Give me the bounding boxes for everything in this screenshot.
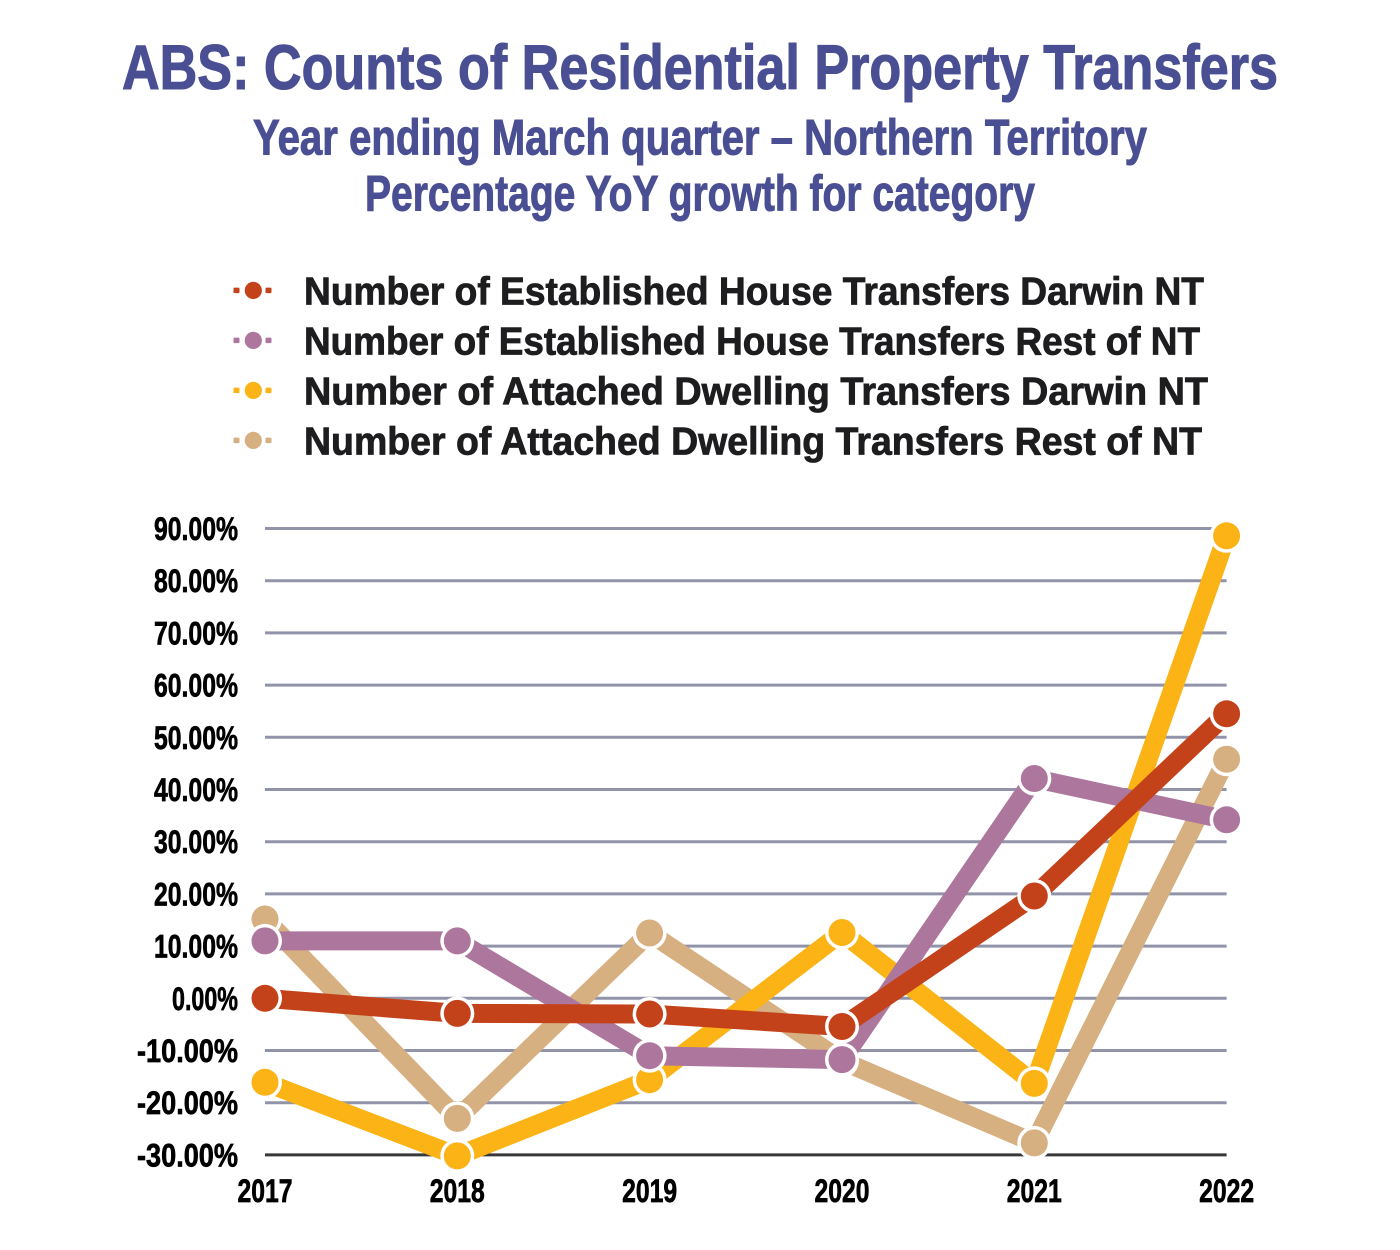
svg-text:80.00%: 80.00% (154, 563, 238, 599)
svg-text:Number of Established House Tr: Number of Established House Transfers Da… (304, 271, 1204, 314)
svg-text:2022: 2022 (1199, 1173, 1254, 1209)
svg-text:2017: 2017 (238, 1173, 293, 1209)
svg-text:-20.00%: -20.00% (137, 1085, 238, 1121)
svg-text:2021: 2021 (1007, 1173, 1062, 1209)
svg-text:10.00%: 10.00% (154, 929, 238, 965)
svg-text:Percentage YoY growth for cate: Percentage YoY growth for category (365, 166, 1035, 222)
svg-text:30.00%: 30.00% (154, 824, 238, 860)
svg-text:70.00%: 70.00% (154, 615, 238, 651)
svg-text:Number of Attached Dwelling Tr: Number of Attached Dwelling Transfers Da… (304, 371, 1208, 414)
svg-text:-30.00%: -30.00% (137, 1137, 238, 1173)
svg-text:60.00%: 60.00% (154, 668, 238, 704)
svg-text:ABS: Counts of Residential Pro: ABS: Counts of Residential Property Tran… (122, 33, 1278, 103)
svg-text:2018: 2018 (430, 1173, 485, 1209)
svg-text:50.00%: 50.00% (154, 720, 238, 756)
svg-text:-10.00%: -10.00% (137, 1033, 238, 1069)
svg-text:Number of Established House Tr: Number of Established House Transfers Re… (304, 321, 1200, 364)
svg-text:20.00%: 20.00% (154, 876, 238, 912)
svg-text:0.00%: 0.00% (172, 981, 238, 1017)
svg-text:Year ending March quarter – No: Year ending March quarter – Northern Ter… (253, 110, 1147, 166)
svg-text:90.00%: 90.00% (154, 511, 238, 547)
svg-text:2019: 2019 (622, 1173, 677, 1209)
svg-text:Number of Attached Dwelling Tr: Number of Attached Dwelling Transfers Re… (304, 421, 1202, 464)
svg-text:2020: 2020 (815, 1173, 870, 1209)
svg-text:40.00%: 40.00% (154, 772, 238, 808)
